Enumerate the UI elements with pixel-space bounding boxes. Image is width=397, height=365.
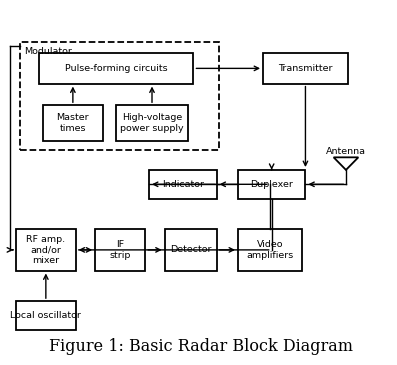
Bar xyxy=(238,170,305,199)
Text: High-voltage
power supply: High-voltage power supply xyxy=(120,114,184,133)
Bar xyxy=(149,170,217,199)
Bar xyxy=(116,105,188,141)
Text: IF
strip: IF strip xyxy=(110,240,131,260)
Text: Master
times: Master times xyxy=(56,114,89,133)
Text: Pulse-forming circuits: Pulse-forming circuits xyxy=(65,64,168,73)
Text: Transmitter: Transmitter xyxy=(278,64,333,73)
Text: RF amp.
and/or
mixer: RF amp. and/or mixer xyxy=(26,235,66,265)
Bar xyxy=(263,53,348,84)
Text: Local oscillator: Local oscillator xyxy=(10,311,81,320)
Bar xyxy=(238,229,302,270)
Bar xyxy=(16,229,76,270)
Bar xyxy=(95,229,145,270)
Text: Antenna: Antenna xyxy=(326,146,366,155)
Text: Video
amplifiers: Video amplifiers xyxy=(246,240,293,260)
Text: Duplexer: Duplexer xyxy=(250,180,293,189)
Text: Detector: Detector xyxy=(170,245,211,254)
Text: Figure 1: Basic Radar Block Diagram: Figure 1: Basic Radar Block Diagram xyxy=(49,338,353,355)
Bar xyxy=(20,42,219,150)
Text: Indicator: Indicator xyxy=(162,180,204,189)
Bar xyxy=(39,53,193,84)
Bar xyxy=(43,105,103,141)
Bar xyxy=(16,301,76,330)
Text: Modulator: Modulator xyxy=(25,47,72,55)
Bar xyxy=(164,229,217,270)
